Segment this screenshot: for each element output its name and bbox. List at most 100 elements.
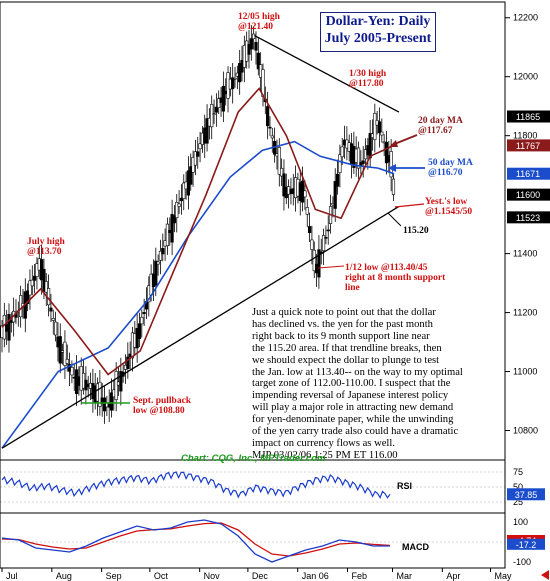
price-bar-body: [189, 166, 193, 185]
price-bar-body: [324, 237, 328, 239]
price-bar-body: [217, 98, 221, 108]
price-bar-body: [26, 290, 30, 305]
x-tick-label: Nov: [204, 571, 221, 581]
price-bar-body: [49, 307, 53, 312]
price-bar-body: [317, 249, 321, 278]
rsi-tick-label: 50: [513, 482, 523, 492]
price-bar-body: [51, 318, 55, 321]
price-bar-body: [177, 203, 181, 207]
trendline: [1, 205, 400, 449]
price-bar-body: [233, 77, 237, 80]
y-tick-label: 11000: [513, 367, 537, 377]
price-box: [507, 139, 550, 152]
macd-line: [1, 519, 390, 563]
price-bar-body: [158, 250, 163, 261]
x-tick-label: Mar: [397, 571, 413, 581]
price-bar-body: [165, 223, 170, 247]
scroll-arrow-icon: [541, 570, 549, 580]
rsi-line: [1, 471, 391, 499]
price-bar-body: [277, 147, 281, 175]
price-bar-body: [140, 316, 144, 325]
x-tick-label: Apr: [446, 571, 460, 581]
y-tick-label: 11800: [513, 131, 537, 141]
price-bar-body: [212, 113, 216, 115]
price-bar-body: [28, 280, 32, 296]
ma20-arrow-head: [389, 140, 398, 147]
price-bar-body: [196, 151, 200, 157]
price-bar-body: [231, 77, 235, 90]
price-box-label: 11671: [516, 169, 540, 179]
annotation-july-high: July high @113.70: [27, 237, 65, 257]
yest-low-pointer: [394, 203, 425, 208]
price-bar-body: [333, 181, 337, 209]
macd-value-label: -17.2: [516, 540, 537, 550]
price-bar-body: [44, 281, 48, 293]
price-bar-body: [335, 173, 340, 187]
price-bar-body: [193, 151, 198, 166]
price-bar-body: [270, 135, 274, 139]
price-bar-body: [391, 178, 396, 195]
price-bar-body: [321, 235, 326, 252]
ma50-arrow-head: [388, 164, 396, 172]
price-bar-body: [268, 126, 272, 129]
chart-title-line-2: July 2005-Present: [324, 31, 432, 46]
price-bar-body: [380, 131, 384, 136]
macd-signal-line: [1, 522, 391, 557]
rsi-tick-label: 25: [513, 497, 523, 507]
price-bar-body: [154, 260, 158, 286]
price-bar-body: [303, 190, 307, 198]
price-bar-body: [356, 147, 361, 169]
macd-label: MACD: [402, 542, 429, 552]
trendline: [253, 34, 400, 113]
price-bar-body: [326, 229, 330, 232]
x-tick-label: Sep: [106, 571, 122, 581]
jan-low-pointer: [317, 265, 345, 269]
price-bar-body: [238, 63, 242, 83]
macd-panel: [1, 519, 391, 563]
ma20-line: [1, 87, 395, 376]
x-tick-label: Aug: [56, 571, 72, 581]
price-bar-body: [266, 106, 270, 127]
y-tick-label: 11200: [513, 308, 537, 318]
price-box-label: 11600: [516, 190, 540, 200]
macd-value-box: [507, 538, 545, 550]
support-pointer: [387, 212, 402, 227]
price-bar-body: [307, 226, 312, 234]
rsi-panel-frame: [0, 459, 506, 514]
price-box: [507, 167, 550, 180]
rsi-panel: [1, 471, 391, 499]
price-bar-body: [221, 85, 225, 112]
price-bar-body: [205, 118, 209, 144]
price-bar-body: [98, 381, 102, 407]
price-bar-body: [7, 314, 11, 341]
price-bar-body: [114, 371, 118, 400]
price-bar-body: [170, 214, 174, 243]
annotation-support-level: 115.20: [403, 226, 429, 236]
price-bar-body: [70, 367, 74, 376]
chart-title-line-1: Dollar-Yen: Daily: [325, 14, 431, 29]
price-bar-body: [305, 207, 309, 215]
price-bar-body: [109, 392, 114, 411]
price-bar-body: [373, 113, 377, 140]
macd-panel-frame: [0, 512, 506, 569]
rsi-tick-label: 75: [513, 467, 523, 477]
rsi-label: RSI: [397, 481, 413, 491]
price-bar-body: [175, 202, 179, 219]
price-bar-body: [53, 321, 58, 336]
price-bar-body: [249, 38, 253, 50]
x-tick-label: Dec: [252, 571, 269, 581]
price-bar-body: [126, 356, 130, 369]
price-bar-body: [210, 104, 214, 128]
chart-credit: Chart: CQG, Inc., MPTrader.com: [181, 453, 326, 464]
price-box-label: 11865: [516, 112, 540, 122]
price-bar-body: [338, 154, 342, 173]
price-bar-body: [214, 106, 218, 113]
y-tick-label: 10800: [513, 426, 538, 436]
price-bar-body: [254, 42, 258, 51]
price-bar-body: [156, 261, 160, 265]
price-bar-body: [312, 249, 316, 272]
y-tick-label: 12000: [513, 72, 538, 82]
price-bar-body: [361, 160, 365, 164]
price-bar-body: [30, 279, 34, 287]
x-tick-label: Jul: [6, 571, 18, 581]
